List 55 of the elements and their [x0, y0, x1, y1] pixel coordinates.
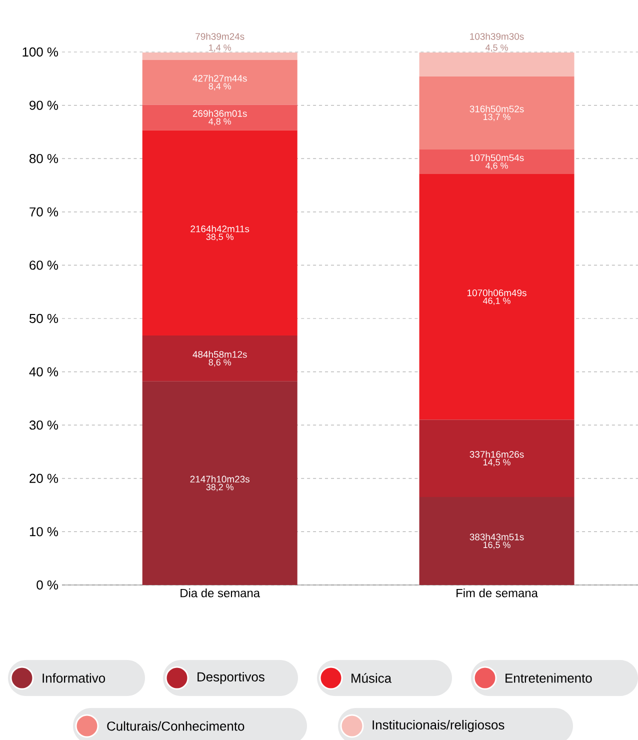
bar	[142, 336, 298, 382]
data-label: 4,6 %	[486, 162, 508, 170]
data-label: 4,8 %	[208, 118, 231, 126]
data-label: 16,5 %	[484, 542, 510, 550]
y-tick-label: 80 %	[30, 154, 58, 164]
x-tick-label: Fim de semana	[456, 588, 538, 598]
y-tick-label: 50 %	[29, 314, 58, 324]
data-label: 8,4 %	[208, 83, 231, 90]
annotation: 269h36m01s	[192, 110, 247, 117]
data-label: 8,6 %	[208, 359, 231, 367]
annotation: 1070h06m49s	[467, 289, 526, 296]
data-label: 4,5 %	[486, 44, 508, 52]
bar	[142, 381, 298, 585]
bar	[419, 52, 574, 77]
annotation: 383h43m51s	[470, 533, 524, 540]
annotation: 2147h10m23s	[190, 476, 250, 482]
annotation: 2164h42m11s	[190, 225, 250, 232]
y-tick-label: 70 %	[30, 207, 58, 216]
y-tick-label: 30 %	[29, 420, 58, 430]
legend-label: Entretenimento	[506, 673, 592, 683]
bar	[419, 174, 574, 420]
legend-label: Desportivos	[198, 672, 264, 684]
bar	[142, 130, 298, 336]
annotation: 107h50m54s	[470, 154, 524, 162]
y-tick-label: 40 %	[29, 367, 58, 376]
bar	[419, 497, 574, 585]
bar	[142, 104, 298, 130]
data-label: 38,5 %	[206, 234, 234, 242]
x-tick-label: Dia de semana	[180, 588, 260, 598]
data-label: 1,4 %	[209, 44, 231, 52]
bar	[419, 150, 574, 174]
legend-label: Institucionais/religiosos	[372, 720, 504, 732]
y-tick-label: 0 %	[36, 580, 58, 590]
annotation: 316h50m52s	[470, 105, 524, 112]
bar	[419, 420, 574, 498]
legend-label: Informativo	[42, 673, 106, 683]
annotation: 337h16m26s	[470, 450, 524, 458]
y-tick-label: 60 %	[30, 260, 58, 270]
y-tick-label: 90 %	[30, 100, 58, 110]
annotation: 427h27m44s	[192, 74, 247, 82]
bar	[142, 60, 298, 105]
legend-label: Música	[352, 673, 392, 683]
legend-label: Culturais/Conhecimento	[107, 721, 244, 731]
data-label: 38,2 %	[206, 484, 234, 492]
data-label: 14,5 %	[484, 459, 510, 466]
y-tick-label: 10 %	[30, 527, 58, 536]
data-label: 13,7 %	[484, 114, 510, 122]
bar	[142, 52, 298, 60]
text: 103h39m30s	[470, 32, 524, 40]
text: 79h39m24s	[196, 32, 244, 40]
y-tick-label: 20 %	[30, 474, 58, 483]
annotation: 484h58m12s	[192, 350, 247, 358]
bar	[419, 76, 574, 150]
y-tick-label: 100 %	[22, 47, 58, 57]
data-label: 46,1 %	[483, 298, 510, 306]
